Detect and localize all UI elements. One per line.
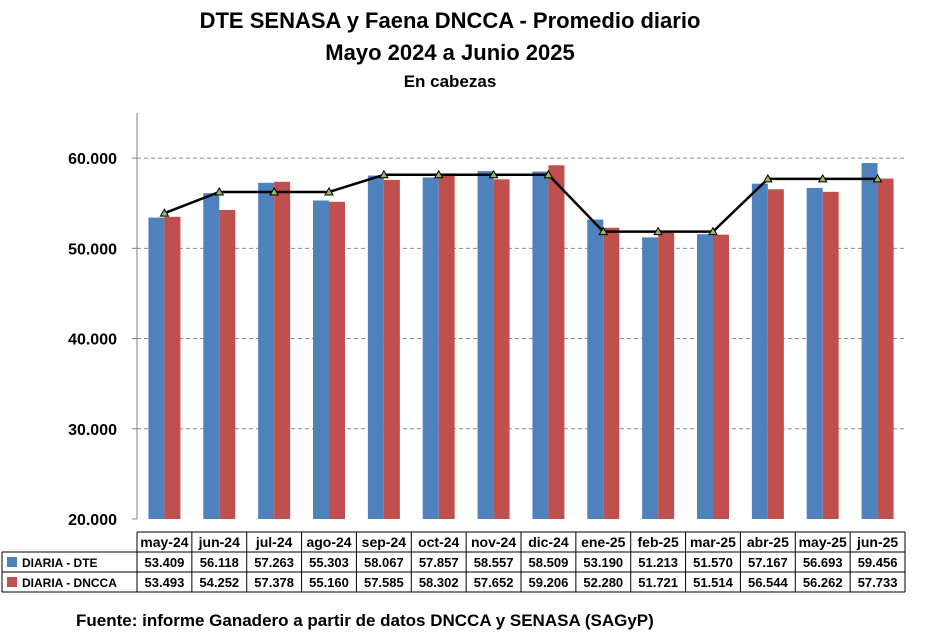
data-label: 58.067 — [364, 555, 404, 570]
bar-dte — [313, 200, 329, 519]
trend-marker — [214, 186, 225, 196]
chart-subtitle: Mayo 2024 a Junio 2025 — [325, 40, 575, 65]
data-label: 56.544 — [748, 575, 789, 590]
bar-dte — [422, 177, 439, 519]
legend-label: DIARIA - DTE — [22, 556, 98, 570]
data-label: 51.721 — [638, 575, 678, 590]
category-label: abr-25 — [747, 534, 789, 550]
data-label: 53.493 — [145, 575, 185, 590]
trend-marker — [708, 226, 718, 236]
data-label: 56.262 — [803, 575, 843, 590]
data-label: 52.280 — [583, 575, 623, 590]
trend-marker — [433, 169, 444, 179]
category-label: jun-24 — [198, 534, 240, 550]
category-label: jun-25 — [856, 534, 898, 550]
legend-swatch — [7, 557, 17, 567]
data-label: 56.118 — [200, 555, 239, 570]
trend-marker — [543, 169, 554, 179]
trend-marker — [872, 173, 883, 183]
bar-dte — [367, 175, 384, 519]
trend-marker — [269, 186, 280, 196]
bar-dncca — [877, 178, 894, 519]
trend-marker — [159, 208, 170, 217]
legend-swatch — [7, 577, 17, 587]
bar-dte — [148, 217, 165, 519]
bar-dncca — [219, 209, 236, 520]
bar-dncca — [274, 181, 291, 519]
category-label: feb-25 — [638, 534, 679, 550]
trend-marker — [817, 173, 828, 183]
y-tick-label: 50.000 — [68, 241, 117, 258]
bar-dncca — [822, 191, 839, 519]
bar-dte — [477, 171, 494, 519]
category-label: jul-24 — [255, 534, 293, 550]
bar-dncca — [548, 165, 565, 519]
data-label: 57.378 — [254, 575, 294, 590]
bar-dte — [751, 183, 768, 519]
data-label: 59.456 — [858, 555, 898, 570]
bar-dte — [642, 237, 659, 519]
data-label: 59.206 — [529, 575, 569, 590]
category-label: may-25 — [799, 534, 847, 550]
data-label: 58.302 — [419, 575, 459, 590]
y-tick-label: 40.000 — [68, 332, 117, 349]
data-label: 55.303 — [309, 555, 349, 570]
bar-dte — [587, 219, 604, 520]
y-tick-label: 30.000 — [68, 422, 117, 439]
bar-dncca — [658, 232, 675, 519]
data-label: 57.652 — [474, 575, 514, 590]
data-label: 53.409 — [145, 555, 185, 570]
bar-dncca — [438, 173, 455, 519]
trend-marker — [378, 169, 389, 179]
category-label: ene-25 — [581, 534, 626, 550]
y-tick-label: 20.000 — [68, 512, 117, 529]
category-label: may-24 — [140, 534, 188, 550]
data-label: 51.570 — [693, 555, 733, 570]
data-label: 57.857 — [419, 555, 459, 570]
data-label: 58.557 — [474, 555, 514, 570]
bar-dncca — [603, 227, 620, 519]
bar-dte — [203, 193, 220, 519]
trend-marker — [598, 226, 609, 236]
bar-dncca — [713, 234, 729, 519]
data-label: 57.167 — [748, 555, 788, 570]
trend-marker — [653, 226, 664, 236]
bar-dncca — [329, 201, 345, 519]
legend-label: DIARIA - DNCCA — [22, 576, 117, 590]
bar-dte — [697, 234, 713, 519]
bar-dte — [861, 163, 878, 519]
bar-dte — [258, 182, 275, 519]
bar-dte — [806, 187, 823, 519]
bar-dncca — [767, 189, 784, 519]
data-label: 57.733 — [858, 575, 898, 590]
bar-dncca — [493, 179, 510, 519]
y-tick-label: 60.000 — [68, 151, 117, 168]
category-label: sep-24 — [362, 534, 407, 550]
category-label: nov-24 — [471, 534, 516, 550]
data-label: 57.263 — [254, 555, 294, 570]
category-label: mar-25 — [690, 534, 736, 550]
chart-title: DTE SENASA y Faena DNCCA - Promedio diar… — [199, 8, 701, 33]
data-label: 58.509 — [529, 555, 569, 570]
trend-marker — [762, 173, 773, 183]
data-label: 51.213 — [638, 555, 678, 570]
source-footer: Fuente: informe Ganadero a partir de dat… — [76, 611, 654, 630]
bar-dncca — [383, 179, 400, 519]
category-label: oct-24 — [418, 534, 459, 550]
trend-line — [163, 173, 878, 233]
data-label: 53.190 — [583, 555, 623, 570]
category-label: dic-24 — [528, 534, 569, 550]
trend-marker — [324, 186, 334, 196]
data-label: 56.693 — [803, 555, 843, 570]
trend-marker — [488, 169, 499, 179]
bar-dte — [532, 171, 549, 520]
bar-dncca — [164, 216, 181, 519]
chart-unit-label: En cabezas — [403, 72, 497, 91]
data-label: 54.252 — [199, 575, 239, 590]
data-label: 55.160 — [309, 575, 349, 590]
category-label: ago-24 — [306, 534, 351, 550]
data-label: 57.585 — [364, 575, 404, 590]
data-label: 51.514 — [693, 575, 734, 590]
